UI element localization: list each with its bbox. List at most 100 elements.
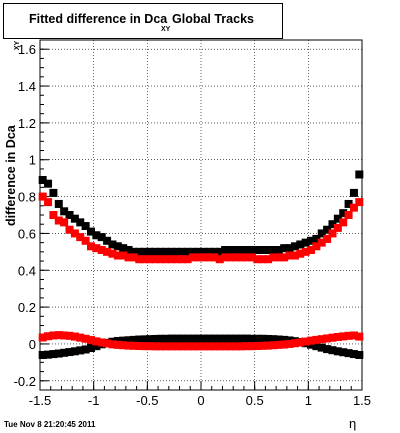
data-point: [44, 332, 53, 341]
data-point: [307, 340, 316, 349]
data-point: [135, 255, 144, 264]
data-point: [205, 334, 214, 343]
data-point: [146, 342, 155, 351]
data-point: [92, 337, 101, 346]
data-point: [237, 253, 246, 262]
data-point: [247, 334, 256, 343]
data-point: [205, 253, 214, 262]
data-point: [113, 340, 122, 349]
data-point: [49, 188, 58, 197]
data-point: [162, 247, 171, 256]
data-point: [70, 229, 79, 238]
data-point: [264, 341, 273, 350]
data-point: [54, 216, 63, 225]
data-point: [178, 342, 187, 351]
data-point: [349, 203, 358, 212]
data-point: [76, 218, 85, 227]
x-tick-label: -0.5: [136, 393, 158, 408]
data-point: [274, 340, 283, 349]
data-point: [162, 342, 171, 351]
data-point: [194, 342, 203, 351]
data-point: [140, 247, 149, 256]
data-point: [183, 255, 192, 264]
data-point: [269, 246, 278, 254]
data-point: [81, 334, 90, 343]
data-point: [221, 334, 230, 343]
data-point: [242, 246, 251, 254]
data-point: [264, 246, 273, 254]
data-point: [339, 209, 348, 218]
data-point: [247, 246, 256, 254]
series-3-markers: [38, 334, 364, 359]
chart-title-tail: Global Tracks: [172, 12, 254, 26]
data-point: [76, 233, 85, 242]
chart-title-subscript: XY: [161, 26, 171, 33]
data-point: [285, 251, 294, 260]
data-point: [307, 236, 316, 245]
data-point: [226, 253, 235, 262]
data-point: [274, 335, 283, 344]
data-point: [258, 341, 267, 350]
data-point: [54, 331, 63, 340]
data-point: [167, 247, 176, 256]
data-point: [113, 242, 122, 251]
data-point: [328, 220, 337, 229]
data-point: [301, 337, 310, 346]
data-point: [296, 338, 305, 347]
data-point: [280, 244, 289, 253]
data-point: [92, 244, 101, 253]
data-point: [312, 242, 321, 251]
data-point: [344, 211, 353, 219]
data-point: [167, 334, 176, 343]
data-point: [44, 179, 53, 188]
y-tick-label: -0.2: [14, 374, 36, 389]
data-point: [199, 247, 208, 256]
data-point: [172, 247, 181, 256]
data-point: [156, 334, 165, 343]
data-point: [97, 233, 106, 242]
data-point: [317, 343, 326, 352]
data-point: [355, 198, 364, 207]
data-point: [108, 249, 117, 258]
data-point: [317, 229, 326, 238]
data-point: [312, 335, 321, 344]
data-point: [258, 246, 267, 254]
data-point: [194, 253, 203, 262]
data-point: [188, 334, 197, 343]
data-point: [328, 333, 337, 342]
data-point: [183, 334, 192, 343]
data-point: [280, 340, 289, 349]
data-point: [124, 246, 133, 254]
data-point: [194, 334, 203, 343]
data-point: [237, 246, 246, 254]
data-point: [81, 345, 90, 354]
data-point: [323, 234, 332, 243]
data-point: [86, 344, 95, 352]
series-1-markers: [38, 170, 364, 256]
data-point: [312, 234, 321, 243]
data-point: [135, 335, 144, 344]
y-tick-label: 1.2: [18, 116, 36, 131]
data-point: [344, 349, 353, 358]
data-point: [242, 253, 251, 262]
data-point: [97, 338, 106, 347]
x-tick-label: 0: [197, 393, 204, 408]
data-point: [215, 247, 224, 256]
data-point: [274, 253, 283, 262]
data-point: [49, 211, 58, 219]
y-tick-label: 0.8: [18, 190, 36, 205]
y-tick-label: 1: [29, 153, 36, 168]
data-point: [253, 341, 262, 350]
data-point: [162, 334, 171, 343]
data-point: [199, 253, 208, 262]
data-point: [151, 334, 160, 343]
data-point: [124, 336, 133, 345]
y-tick-label: 0.2: [18, 300, 36, 315]
data-point: [129, 253, 138, 262]
data-point: [247, 253, 256, 262]
data-point: [151, 342, 160, 351]
axis-tick-labels: -1.5 -1 -0.5 0 0.5 1 1.5 -0.2 0 0.2 0.4 0.6 0.8 1 1.2 1…: [14, 42, 371, 408]
y-axis-label-wrap: difference in Dca: [3, 125, 19, 226]
data-point: [215, 334, 224, 343]
datestamp: Tue Nov 8 21:20:45 2011: [4, 420, 96, 429]
